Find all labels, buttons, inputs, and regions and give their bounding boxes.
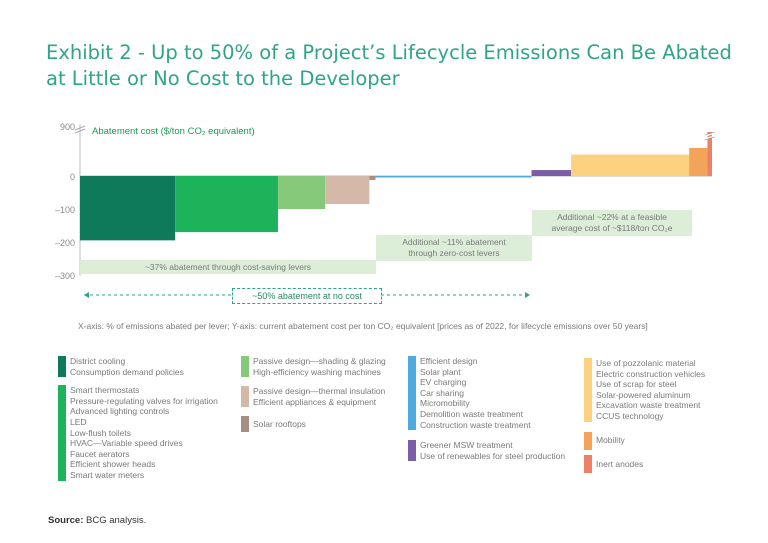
- legend-item: Car sharing: [420, 387, 464, 398]
- legend-group-efficient-design: Efficient design Solar plant EV charging…: [408, 356, 565, 430]
- zero-cost-line-1: Additional ~11% abatement: [402, 237, 506, 247]
- y-tick-label: 0: [69, 172, 75, 182]
- legend-item: Passive design—thermal insulation: [253, 386, 386, 397]
- chart-bar: [531, 170, 572, 176]
- arrow-head-right: [525, 292, 530, 298]
- legend-group-pozzolanic: Use of pozzolanic material Electric cons…: [584, 358, 705, 422]
- chart-bar: [689, 147, 708, 176]
- legend-item: Inert anodes: [596, 459, 644, 470]
- legend-item: Solar rooftops: [253, 419, 306, 430]
- y-tick-label: –100: [54, 205, 75, 215]
- legend-group-greener-msw: Greener MSW treatment Use of renewables …: [408, 440, 566, 462]
- legend-item: Smart thermostats: [70, 385, 140, 396]
- legend-column-2: Passive design—shading & glazing High-ef…: [241, 356, 386, 438]
- legend-item: Smart water meters: [70, 469, 145, 480]
- legend-item: Construction waste treatment: [420, 419, 531, 430]
- legend-item: Efficient shower heads: [70, 459, 156, 470]
- chart-bar: [571, 154, 690, 176]
- legend-swatch: [584, 455, 592, 474]
- arrow-head-left: [84, 292, 89, 298]
- legend-column-3: Efficient design Solar plant EV charging…: [408, 356, 565, 469]
- legend-column-1: District cooling Consumption demand poli…: [58, 356, 218, 489]
- legend-item: Solar plant: [420, 366, 461, 377]
- legend-item: Efficient appliances & equipment: [253, 396, 377, 407]
- y-axis-break-mark: [74, 125, 86, 134]
- legend-swatch: [241, 416, 249, 433]
- legend-group-mobility: Mobility: [584, 431, 705, 450]
- legend-column-4: Use of pozzolanic material Electric cons…: [584, 358, 705, 478]
- legend-item: EV charging: [420, 377, 467, 388]
- legend-group-solar-rooftops: Solar rooftops: [241, 416, 386, 433]
- chart-bar: [707, 132, 712, 176]
- chart-bar: [375, 176, 532, 178]
- chart-bar: [369, 176, 376, 180]
- legend-item: CCUS technology: [596, 410, 664, 421]
- y-tick-label: –200: [54, 238, 75, 248]
- legend-group-inert-anodes: Inert anodes: [584, 455, 705, 474]
- legend-item: District cooling: [70, 356, 126, 366]
- legend-swatch: [408, 440, 416, 462]
- feasible-cost-annotation: Additional ~22% at a feasible average co…: [532, 210, 692, 236]
- y-axis-title: Abatement cost ($/ton CO₂ equivalent): [92, 126, 255, 137]
- page-title: Exhibit 2 - Up to 50% of a Project’s Lif…: [46, 41, 732, 90]
- source-note: Source: BCG analysis.: [48, 515, 146, 526]
- chart-bar: [175, 176, 278, 233]
- feasible-line-1: Additional ~22% at a feasible: [557, 212, 667, 222]
- zero-cost-annotation: Additional ~11% abatement through zero-c…: [376, 235, 532, 261]
- legend-item: Pressure-regulating valves for irrigatio…: [70, 395, 218, 406]
- y-tick-label: –300: [54, 271, 75, 281]
- legend-item: LED: [70, 416, 87, 427]
- feasible-line-2: average cost of ~$118/ton CO₂e: [551, 223, 673, 233]
- legend-swatch: [584, 358, 592, 422]
- chart-bar: [80, 176, 176, 241]
- chart-bar: [277, 176, 326, 209]
- legend-item: Use of renewables for steel production: [420, 450, 566, 461]
- bar-break-outline: [704, 131, 716, 141]
- x-axis-note: X-axis: % of emissions abated per lever;…: [78, 321, 648, 331]
- legend-item: Use of scrap for steel: [596, 379, 677, 390]
- legend-item: High-efficiency washing machines: [253, 366, 381, 377]
- no-cost-annotation: ~50% abatement at no cost: [232, 288, 382, 304]
- legend-item: Faucet aerators: [70, 448, 130, 459]
- bar-break-mark: [704, 132, 716, 140]
- legend-item: Solar-powered aluminum: [596, 389, 691, 400]
- cost-saving-annotation: ~37% abatement through cost-saving lever…: [80, 260, 376, 274]
- legend-group-district-cooling: District cooling Consumption demand poli…: [58, 356, 218, 377]
- legend-item: Micromobility: [420, 398, 470, 409]
- legend-item: Electric construction vehicles: [596, 368, 706, 379]
- legend-item: HVAC—Variable speed drives: [70, 438, 183, 449]
- legend-item: Advanced lighting controls: [70, 406, 170, 417]
- zero-cost-line-2: through zero-cost levers: [408, 248, 500, 258]
- legend-item: Low-flush toilets: [70, 427, 131, 438]
- legend-group-passive-insulation: Passive design—thermal insulation Effici…: [241, 386, 386, 408]
- y-tick-label: 900: [59, 122, 75, 132]
- legend-item: Demolition waste treatment: [420, 408, 523, 419]
- legend-swatch: [241, 356, 249, 377]
- legend-item: Use of pozzolanic material: [596, 358, 696, 368]
- legend-swatch: [408, 356, 416, 430]
- abatement-cost-chart: [74, 124, 716, 298]
- legend-item: Passive design—shading & glazing: [253, 356, 386, 366]
- legend-group-smart-thermostats: Smart thermostats Pressure-regulating va…: [58, 385, 218, 482]
- legend-swatch: [58, 356, 66, 377]
- legend-item: Efficient design: [420, 356, 478, 366]
- legend-swatch: [241, 386, 249, 408]
- source-label: Source:: [48, 515, 84, 526]
- chart-bar: [325, 176, 370, 205]
- legend-swatch: [584, 431, 592, 450]
- legend-item: Consumption demand policies: [70, 366, 184, 377]
- legend-item: Excavation waste treatment: [596, 400, 701, 411]
- legend-item: Mobility: [596, 434, 625, 445]
- legend-group-passive-shading: Passive design—shading & glazing High-ef…: [241, 356, 386, 377]
- legend-swatch: [58, 385, 66, 482]
- source-text: BCG analysis.: [86, 515, 147, 526]
- legend-item: Greener MSW treatment: [420, 440, 513, 451]
